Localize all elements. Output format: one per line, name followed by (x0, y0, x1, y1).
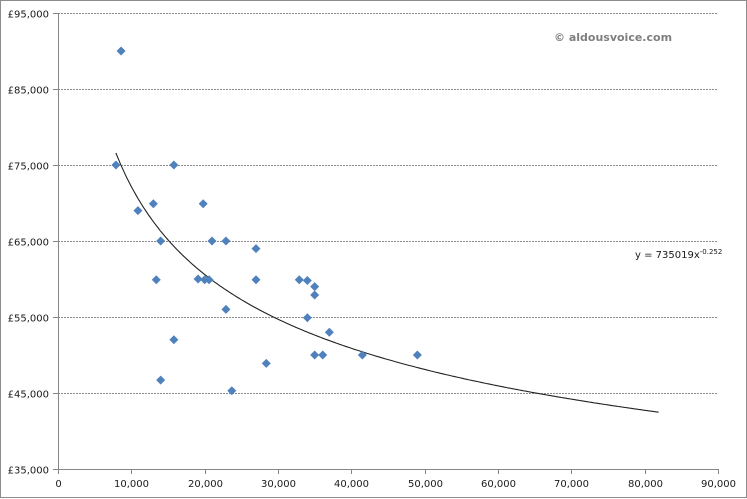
data-point-diamond (111, 160, 121, 170)
data-point-diamond (221, 236, 231, 246)
data-point-diamond (302, 313, 312, 323)
data-point-diamond (251, 275, 261, 285)
data-point-diamond (221, 304, 231, 314)
data-point-diamond (310, 282, 320, 292)
data-point-diamond (133, 206, 143, 216)
data-point-diamond (169, 160, 179, 170)
data-point-diamond (204, 275, 214, 285)
data-point-diamond (310, 290, 320, 300)
data-point-diamond (324, 327, 334, 337)
trendline-equation: y = 735019x-0.252 (635, 248, 722, 261)
data-point-diamond (151, 275, 161, 285)
x-tick-label: 20,000 (188, 479, 223, 490)
data-point-diamond (148, 199, 158, 209)
data-point-diamond (261, 358, 271, 368)
x-tick-label: 90,000 (701, 479, 736, 490)
trendline (115, 152, 659, 413)
x-tick-label: 40,000 (334, 479, 369, 490)
x-tick-label: 70,000 (554, 479, 589, 490)
data-point-diamond (156, 236, 166, 246)
data-point-diamond (227, 386, 237, 396)
y-tick-label: £95,000 (8, 10, 49, 21)
data-point-diamond (294, 275, 304, 285)
y-tick-label: £65,000 (8, 238, 49, 249)
data-point-diamond (310, 350, 320, 360)
y-tick-label: £55,000 (8, 314, 49, 325)
data-point-diamond (169, 335, 179, 345)
x-tick-label: 50,000 (408, 479, 443, 490)
data-point-diamond (318, 350, 328, 360)
data-point-diamond (357, 350, 367, 360)
axes: £35,000 £45,000 £55,000 £65,000 £75,000 £85,0… (8, 10, 736, 491)
y-tick-label: £85,000 (8, 86, 49, 97)
x-tick-label: 30,000 (261, 479, 296, 490)
power-trendline (115, 152, 659, 413)
data-point-diamond (116, 46, 126, 56)
data-point-diamond (198, 199, 208, 209)
y-tick-label: £45,000 (8, 390, 49, 401)
y-tick-label: £35,000 (8, 466, 49, 477)
x-tick-label: 0 (55, 479, 61, 490)
data-point-diamond (251, 244, 261, 254)
data-point-diamond (412, 350, 422, 360)
data-point-diamond (302, 276, 312, 286)
data-point-diamond (193, 274, 203, 284)
x-tick-label: 60,000 (481, 479, 516, 490)
data-point-diamond (156, 375, 166, 385)
data-points (111, 46, 422, 396)
x-tick-label: 10,000 (114, 479, 149, 490)
watermark: © aldousvoice.com (554, 31, 672, 44)
y-tick-label: £75,000 (8, 162, 49, 173)
gridlines (58, 13, 718, 394)
data-point-diamond (207, 236, 217, 246)
x-tick-label: 80,000 (628, 479, 663, 490)
